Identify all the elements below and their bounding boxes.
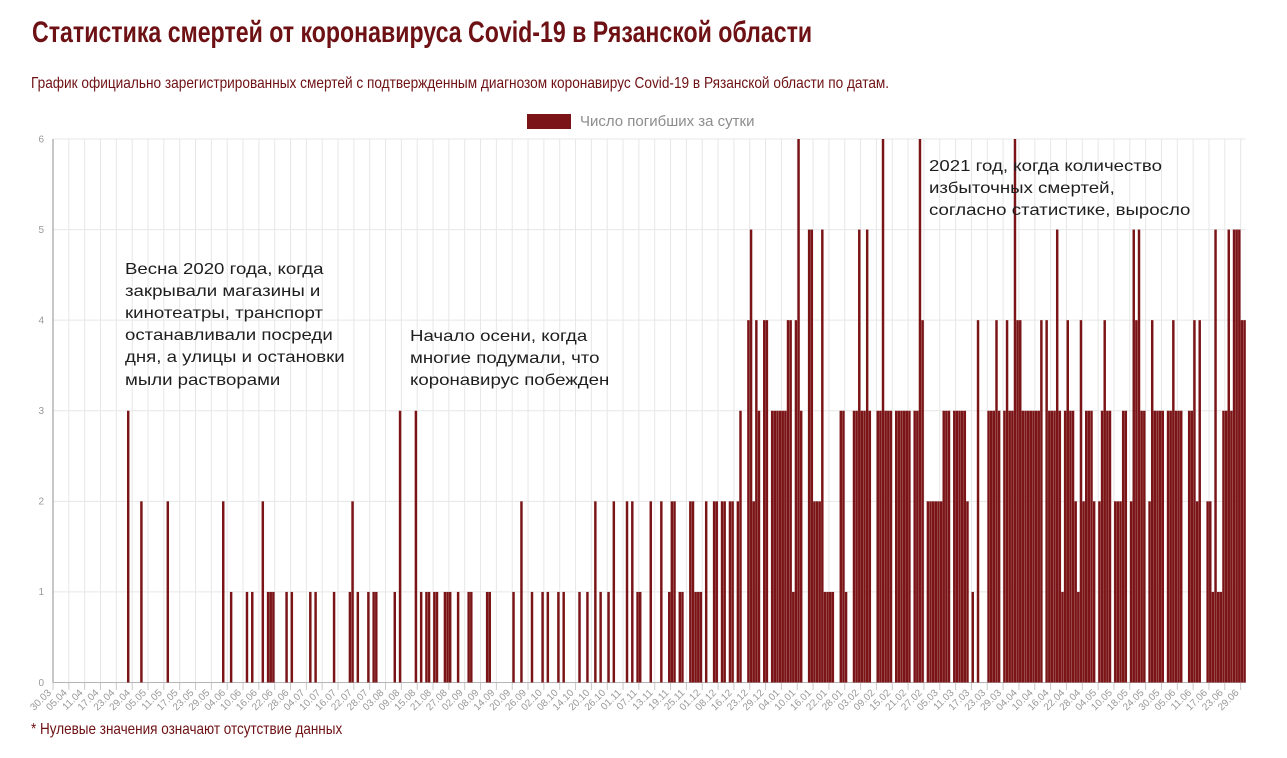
svg-text:2: 2 <box>38 497 44 508</box>
svg-text:0: 0 <box>38 678 44 689</box>
svg-text:1: 1 <box>38 587 44 598</box>
svg-text:5: 5 <box>38 225 44 236</box>
svg-text:6: 6 <box>38 134 44 145</box>
svg-text:4: 4 <box>38 315 44 326</box>
svg-text:3: 3 <box>38 406 44 417</box>
